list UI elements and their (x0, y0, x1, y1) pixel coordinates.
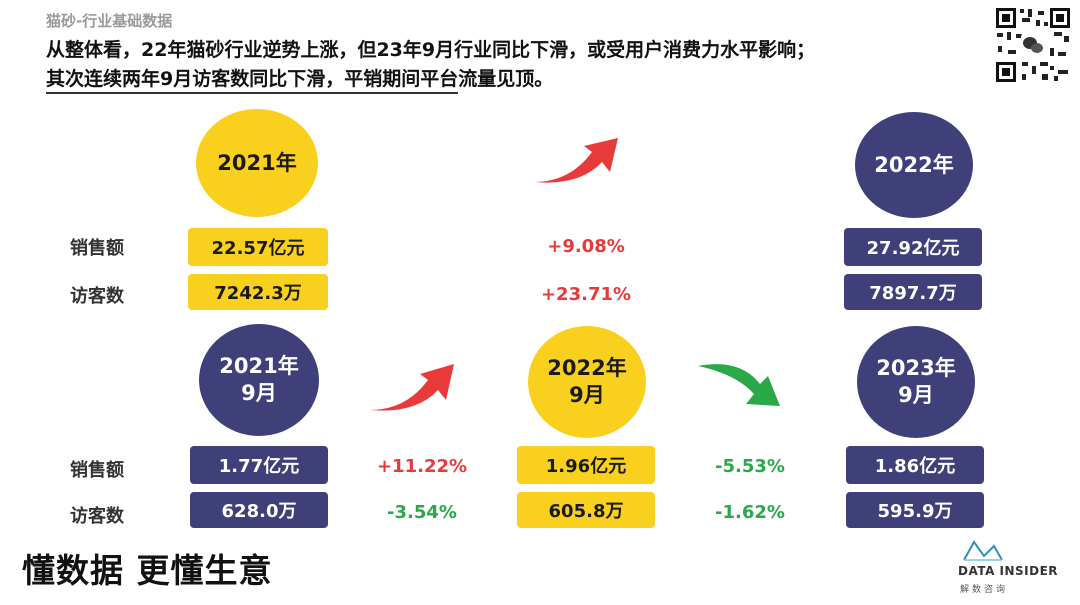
logo-brand-cn: 解数咨询 (960, 585, 1009, 595)
circle-sep-2023: 2023年 9月 (857, 326, 975, 438)
headline-line-1: 从整体看，22年猫砂行业逆势上涨，但23年9月行业同比下滑，或受用户消费力水平影… (46, 39, 816, 61)
headline-underline (46, 92, 458, 94)
page-subtitle: 猫砂-行业基础数据 (46, 12, 173, 30)
sep-visitors-change-21-22: -3.54% (387, 502, 457, 523)
circle-2021-label: 2021年 (217, 150, 297, 175)
circle-2022: 2022年 (855, 112, 973, 218)
visitors-2022: 7897.7万 (844, 274, 982, 310)
circle-sep-2023-month: 9月 (898, 383, 934, 407)
headline-line-2: 其次连续两年9月访客数同比下滑，平销期间平台流量见顶。 (46, 68, 554, 90)
sales-sep-2021: 1.77亿元 (190, 446, 328, 484)
circle-sep-2021: 2021年 9月 (199, 324, 319, 436)
footer-slogan: 懂数据 更懂生意 (22, 551, 273, 590)
sales-sep-2023: 1.86亿元 (846, 446, 984, 484)
circle-sep-2022: 2022年 9月 (528, 326, 646, 438)
sep-sales-label: 销售额 (70, 460, 124, 481)
circle-2021: 2021年 (196, 109, 318, 217)
sep-sales-change-22-23: -5.53% (715, 456, 785, 477)
sales-2022: 27.92亿元 (844, 228, 982, 266)
annual-visitors-change: +23.71% (540, 284, 632, 305)
logo-brand-text: DATA INSIDER (958, 564, 1059, 578)
arrow-up-icon (534, 138, 618, 183)
annual-sales-label: 销售额 (70, 238, 124, 259)
data-insider-logo-icon: DATA INSIDER 解数咨询 (958, 540, 1068, 600)
sep-visitors-change-22-23: -1.62% (715, 502, 785, 523)
arrow-up-icon (370, 364, 454, 411)
circle-sep-2021-year: 2021年 (219, 354, 299, 378)
visitors-2021: 7242.3万 (188, 274, 328, 310)
circle-sep-2021-month: 9月 (241, 381, 277, 405)
sep-visitors-label: 访客数 (70, 506, 124, 527)
visitors-sep-2023: 595.9万 (846, 492, 984, 528)
qr-code-icon (994, 6, 1072, 84)
visitors-sep-2022: 605.8万 (517, 492, 655, 528)
sales-sep-2022: 1.96亿元 (517, 446, 655, 484)
circle-sep-2022-year: 2022年 (547, 356, 627, 380)
arrow-down-icon (698, 364, 780, 406)
annual-sales-change: +9.08% (547, 236, 625, 257)
logo-mark-icon (963, 540, 1003, 561)
circle-sep-2023-year: 2023年 (876, 356, 956, 380)
page-headline: 从整体看，22年猫砂行业逆势上涨，但23年9月行业同比下滑，或受用户消费力水平影… (46, 36, 815, 94)
sales-2021: 22.57亿元 (188, 228, 328, 266)
circle-2022-label: 2022年 (874, 152, 954, 177)
visitors-sep-2021: 628.0万 (190, 492, 328, 528)
sep-sales-change-21-22: +11.22% (376, 456, 468, 477)
annual-visitors-label: 访客数 (70, 286, 124, 307)
circle-sep-2022-month: 9月 (569, 383, 605, 407)
